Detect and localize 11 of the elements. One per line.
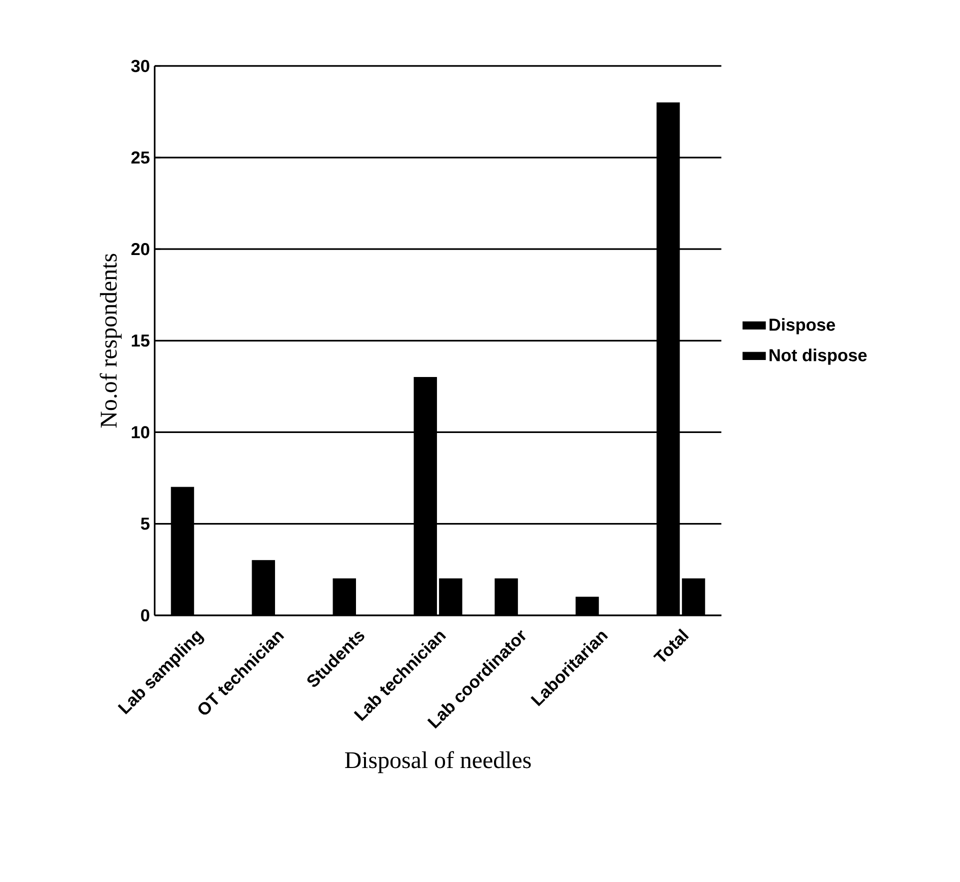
x-axis-title: Disposal of needles — [345, 751, 531, 774]
y-tick-label: 25 — [131, 151, 150, 164]
y-tick-label: 20 — [131, 242, 150, 256]
y-axis-title: No.of respondents — [100, 254, 122, 428]
legend-label: Dispose — [770, 318, 836, 334]
y-tick-label: 30 — [131, 60, 150, 72]
y-tick-label: 0 — [141, 609, 150, 622]
y-tick-label: 5 — [140, 518, 150, 530]
y-tick-label: 10 — [132, 426, 150, 438]
y-tick-label: 15 — [132, 334, 150, 347]
legend-label: Not dispose — [770, 348, 867, 365]
